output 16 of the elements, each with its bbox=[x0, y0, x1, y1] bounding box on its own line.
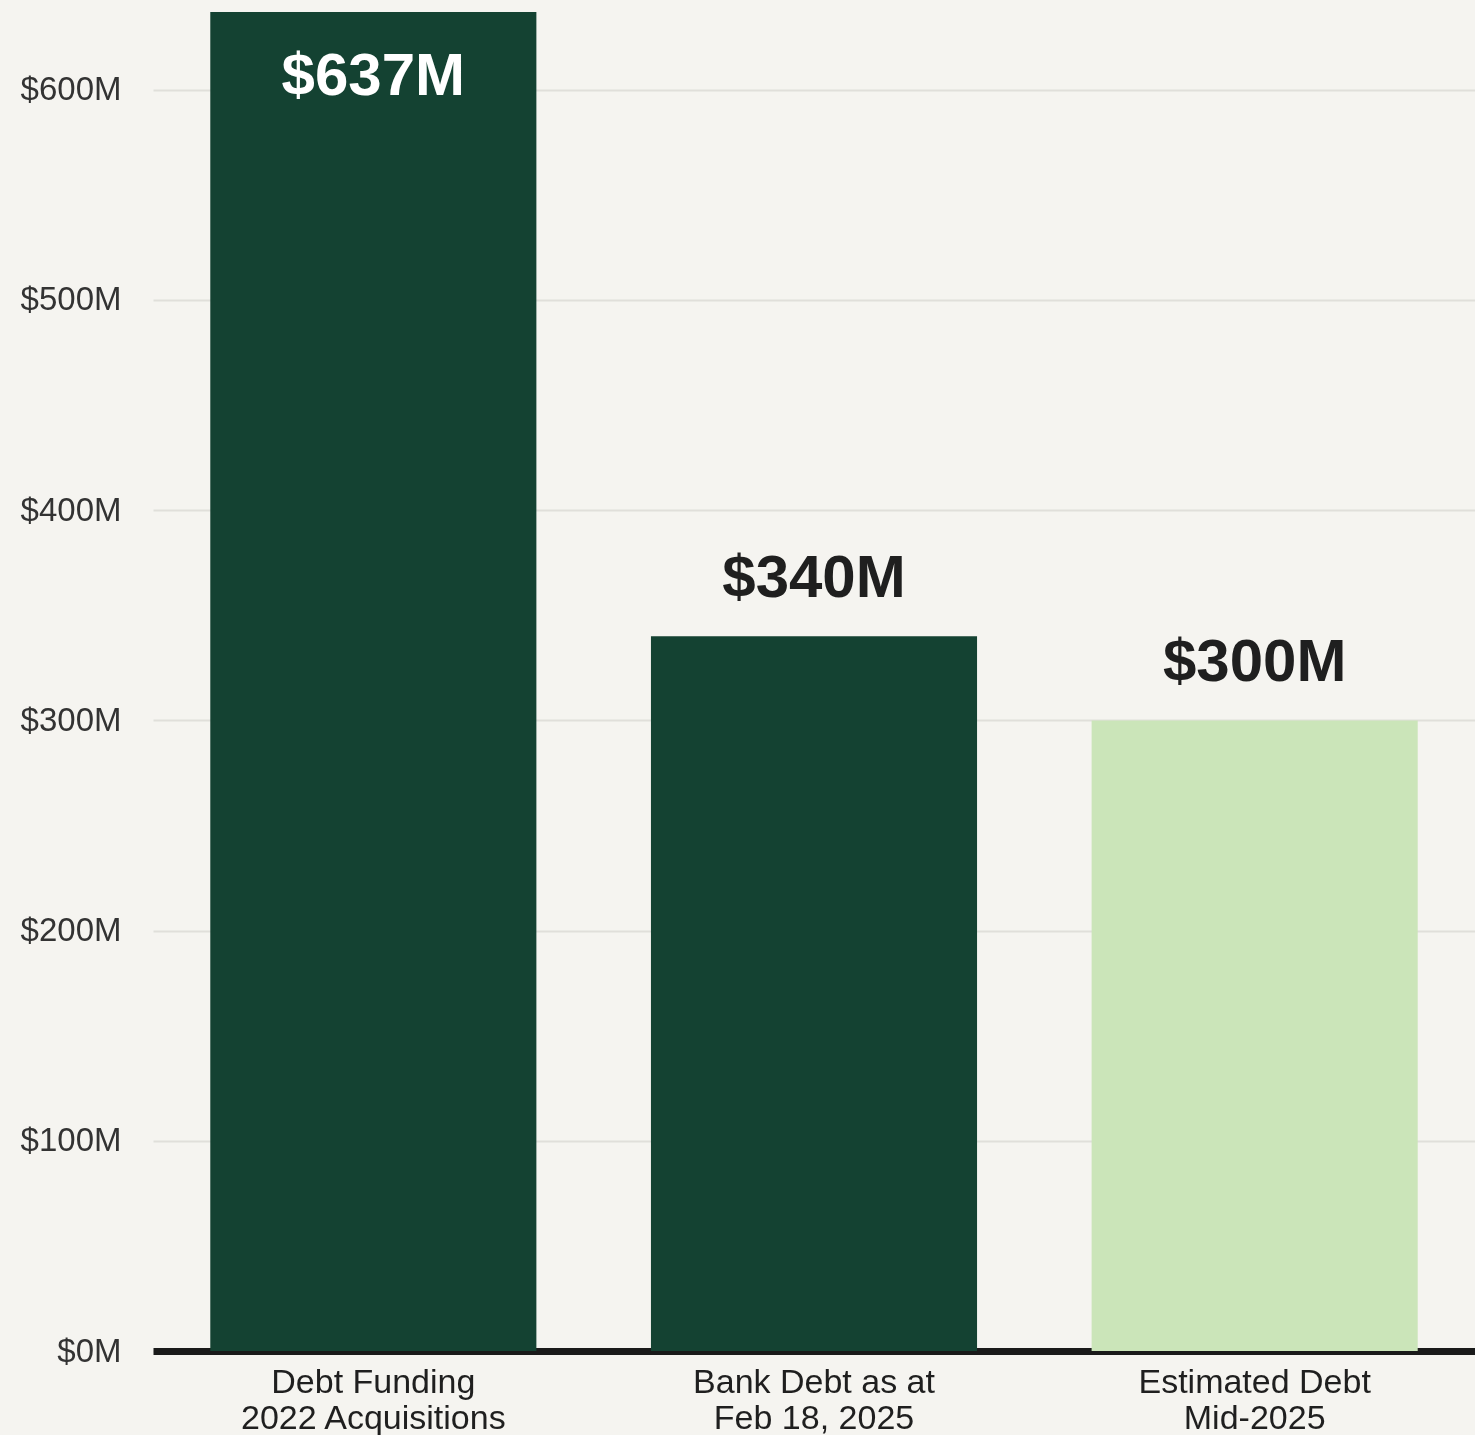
x-tick-label: Bank Debt as at Feb 18, 2025 bbox=[693, 1361, 936, 1435]
y-tick-label: $600M bbox=[20, 70, 122, 108]
data-label: $300M bbox=[1162, 627, 1347, 695]
bar bbox=[650, 636, 978, 1351]
data-label: $637M bbox=[281, 41, 466, 108]
bar bbox=[1091, 720, 1418, 1351]
y-tick-label: $0M bbox=[57, 1331, 122, 1369]
x-tick-label: Estimated Debt Mid-2025 bbox=[1138, 1361, 1372, 1435]
y-tick-label: $100M bbox=[20, 1121, 122, 1159]
bar bbox=[210, 12, 537, 1351]
x-tick-label: Debt Funding 2022 Acquisitions bbox=[241, 1361, 506, 1435]
data-label: $340M bbox=[722, 543, 906, 611]
y-tick-label: $500M bbox=[20, 280, 122, 318]
y-tick-label: $200M bbox=[20, 911, 122, 949]
y-tick-label: $300M bbox=[20, 700, 122, 738]
y-tick-label: $400M bbox=[20, 490, 122, 528]
